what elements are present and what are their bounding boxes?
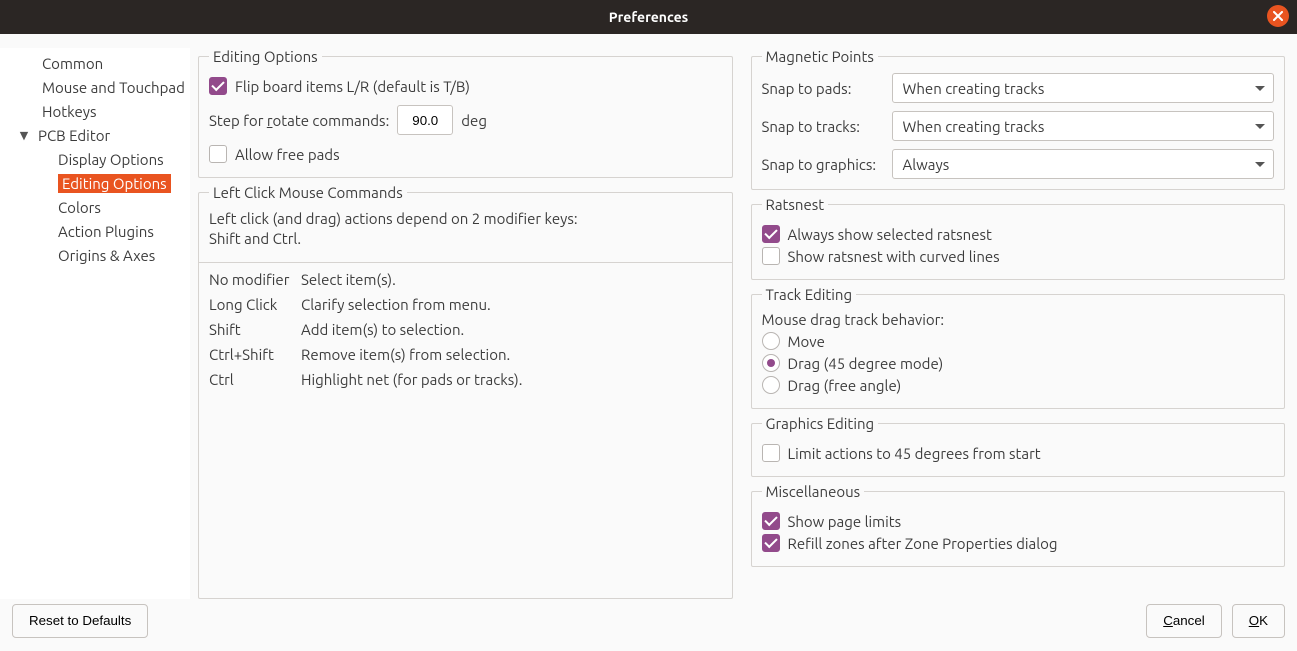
- magnetic-points-group: Magnetic Points Snap to pads: When creat…: [751, 48, 1286, 190]
- rotate-step-input[interactable]: [397, 105, 453, 135]
- right-column: Magnetic Points Snap to pads: When creat…: [751, 48, 1286, 599]
- mouse-commands-help: Left click (and drag) actions depend on …: [209, 209, 722, 250]
- checkbox-icon: [762, 247, 780, 265]
- mc-key: Shift: [209, 321, 301, 338]
- mc-key: Long Click: [209, 296, 301, 313]
- radio-icon: [762, 376, 780, 394]
- ok-button[interactable]: OK: [1232, 604, 1285, 638]
- magnetic-points-legend: Magnetic Points: [762, 48, 878, 65]
- chevron-down-icon[interactable]: ▼: [18, 126, 30, 146]
- mc-key: No modifier: [209, 271, 301, 288]
- show-page-limits-checkbox[interactable]: Show page limits: [762, 512, 1275, 530]
- snap-graphics-select[interactable]: Always: [892, 149, 1275, 179]
- window-title: Preferences: [609, 9, 689, 25]
- checkbox-icon: [209, 145, 227, 163]
- close-button[interactable]: [1267, 5, 1289, 27]
- refill-zones-checkbox[interactable]: Refill zones after Zone Properties dialo…: [762, 534, 1275, 552]
- tree-item-editing-options[interactable]: Editing Options: [0, 172, 190, 196]
- tree-item-display-options[interactable]: Display Options: [0, 148, 190, 172]
- chevron-down-icon: [1255, 86, 1265, 91]
- dialog-body: Common Mouse and Touchpad Hotkeys ▼ PCB …: [0, 34, 1297, 599]
- drag-45-radio[interactable]: Drag (45 degree mode): [762, 354, 1275, 372]
- radio-icon: [762, 354, 780, 372]
- mouse-commands-legend: Left Click Mouse Commands: [209, 184, 407, 201]
- category-tree: Common Mouse and Touchpad Hotkeys ▼ PCB …: [0, 48, 190, 599]
- snap-pads-select[interactable]: When creating tracks: [892, 73, 1275, 103]
- always-show-ratsnest-checkbox[interactable]: Always show selected ratsnest: [762, 225, 1275, 243]
- mouse-commands-table: No modifierSelect item(s). Long ClickCla…: [209, 271, 722, 388]
- mc-val: Clarify selection from menu.: [301, 296, 722, 313]
- curved-ratsnest-checkbox[interactable]: Show ratsnest with curved lines: [762, 247, 1275, 265]
- tree-item-origins-axes[interactable]: Origins & Axes: [0, 244, 190, 268]
- divider: [199, 262, 732, 263]
- tree-item-action-plugins[interactable]: Action Plugins: [0, 220, 190, 244]
- snap-pads-label: Snap to pads:: [762, 80, 892, 97]
- main-panel: Editing Options Flip board items L/R (de…: [190, 48, 1297, 599]
- tree-item-colors[interactable]: Colors: [0, 196, 190, 220]
- left-column: Editing Options Flip board items L/R (de…: [198, 48, 733, 599]
- checkbox-icon: [762, 444, 780, 462]
- miscellaneous-group: Miscellaneous Show page limits Refill zo…: [751, 483, 1286, 567]
- reset-defaults-button[interactable]: Reset to Defaults: [12, 604, 148, 638]
- drag-move-radio[interactable]: Move: [762, 332, 1275, 350]
- cancel-button[interactable]: Cancel: [1146, 604, 1222, 638]
- tree-item-pcb-editor[interactable]: ▼ PCB Editor: [0, 124, 190, 148]
- graphics-editing-legend: Graphics Editing: [762, 415, 879, 432]
- mouse-commands-group: Left Click Mouse Commands Left click (an…: [198, 184, 733, 599]
- snap-tracks-select[interactable]: When creating tracks: [892, 111, 1275, 141]
- preferences-window: Preferences Common Mouse and Touchpad Ho…: [0, 0, 1297, 651]
- snap-graphics-label: Snap to graphics:: [762, 156, 892, 173]
- mc-key: Ctrl+Shift: [209, 346, 301, 363]
- graphics-editing-group: Graphics Editing Limit actions to 45 deg…: [751, 415, 1286, 477]
- track-editing-legend: Track Editing: [762, 286, 857, 303]
- radio-icon: [762, 332, 780, 350]
- titlebar: Preferences: [0, 0, 1297, 34]
- snap-tracks-label: Snap to tracks:: [762, 118, 892, 135]
- close-icon: [1273, 11, 1283, 21]
- allow-free-pads-checkbox[interactable]: Allow free pads: [209, 145, 722, 163]
- mc-val: Remove item(s) from selection.: [301, 346, 722, 363]
- checkbox-icon: [209, 77, 227, 95]
- limit-45-checkbox[interactable]: Limit actions to 45 degrees from start: [762, 444, 1275, 462]
- miscellaneous-legend: Miscellaneous: [762, 483, 865, 500]
- ratsnest-legend: Ratsnest: [762, 196, 829, 213]
- checkbox-icon: [762, 225, 780, 243]
- track-editing-group: Track Editing Mouse drag track behavior:…: [751, 286, 1286, 409]
- editing-options-legend: Editing Options: [209, 48, 322, 65]
- mc-val: Add item(s) to selection.: [301, 321, 722, 338]
- flip-lr-checkbox[interactable]: Flip board items L/R (default is T/B): [209, 77, 722, 95]
- editing-options-group: Editing Options Flip board items L/R (de…: [198, 48, 733, 178]
- allow-free-pads-label: Allow free pads: [235, 146, 340, 163]
- tree-item-common[interactable]: Common: [0, 52, 190, 76]
- mc-key: Ctrl: [209, 371, 301, 388]
- chevron-down-icon: [1255, 124, 1265, 129]
- tree-item-hotkeys[interactable]: Hotkeys: [0, 100, 190, 124]
- checkbox-icon: [762, 534, 780, 552]
- mc-val: Select item(s).: [301, 271, 722, 288]
- track-drag-sublabel: Mouse drag track behavior:: [762, 311, 1275, 328]
- flip-lr-label: Flip board items L/R (default is T/B): [235, 78, 470, 95]
- checkbox-icon: [762, 512, 780, 530]
- tree-item-mouse-touchpad[interactable]: Mouse and Touchpad: [0, 76, 190, 100]
- drag-free-radio[interactable]: Drag (free angle): [762, 376, 1275, 394]
- mc-val: Highlight net (for pads or tracks).: [301, 371, 722, 388]
- rotate-step-label: Step for rotate commands:: [209, 112, 389, 129]
- rotate-step-unit: deg: [461, 112, 487, 129]
- ratsnest-group: Ratsnest Always show selected ratsnest S…: [751, 196, 1286, 280]
- dialog-footer: Reset to Defaults Cancel OK: [0, 599, 1297, 651]
- chevron-down-icon: [1255, 162, 1265, 167]
